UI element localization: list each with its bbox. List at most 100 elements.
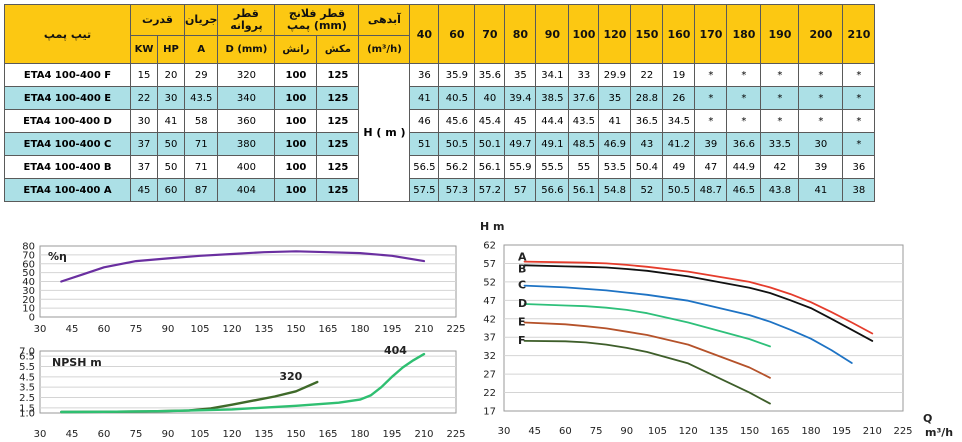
y-tick-label: 70 [22,250,35,261]
x-tick-label: 105 [190,429,209,440]
x-tick-label: 225 [446,324,465,335]
impeller-cell: 404 [217,178,276,202]
y-tick-label: 27 [483,370,496,381]
curve-label-A: A [518,251,527,264]
head-value-cell: 44.9 [726,155,762,179]
head-value-cell: 51 [409,132,440,156]
head-value-cell: 36 [842,155,876,179]
y-tick-label: 42 [483,314,496,325]
head-value-cell: 36.6 [726,132,762,156]
npsh-label: NPSH m [52,356,102,369]
hp-cell: 50 [157,132,185,156]
y-tick-label: 37 [483,333,496,344]
head-line-F [523,339,771,405]
x-tick-label: 225 [446,429,465,440]
flow-180: 180 [726,4,762,64]
flow-100: 100 [568,4,600,64]
x-tick-label: 210 [863,426,882,437]
head-value-cell: 28.8 [630,86,664,110]
x-tick-label: 75 [590,426,603,437]
y-tick-label: 6.5 [19,352,35,363]
x-tick-label: 45 [528,426,541,437]
head-label-cell: H ( m ) [358,63,411,202]
curve-label-F: F [518,334,526,347]
flow-axis-label: Q [923,412,932,425]
efficiency-label: %η [48,250,67,263]
head-value-cell: 30 [798,132,844,156]
head-value-cell: * [726,109,762,133]
head-value-cell: * [726,63,762,87]
y-tick-label: 1.5 [19,403,35,414]
y-tick-label: 17 [483,407,496,418]
model-cell: ETA4 100-400 C [4,132,131,156]
hp-cell: 60 [157,178,185,202]
curve-label-E: E [518,315,526,328]
head-value-cell: 50.1 [474,132,506,156]
x-tick-label: 165 [318,429,337,440]
kw-cell: 45 [130,178,158,202]
x-tick-label: 105 [190,324,209,335]
y-tick-label: 3.5 [19,383,35,394]
table-row: ETA4 100-400 D 30 41 58 360 100 125 46 45.6 45.4 4… [4,109,899,133]
head-line-D [523,303,771,348]
head-value-cell: 49.7 [504,132,537,156]
head-line-B [523,264,874,342]
model-cell: ETA4 100-400 B [4,155,131,179]
head-value-cell: 39 [798,155,844,179]
y-tick-label: 7.0 [19,347,35,358]
head-value-cell: 48.5 [568,132,600,156]
kw-cell: 22 [130,86,158,110]
outlet-cell: 100 [274,132,318,156]
x-tick-label: 60 [559,426,572,437]
x-tick-label: 45 [66,429,79,440]
head-value-cell: 54.8 [598,178,632,202]
flow-190: 190 [760,4,800,64]
y-tick-label: 40 [22,277,35,288]
y-tick-label: 22 [483,388,496,399]
curve-label-D: D [518,297,527,310]
npsh-series-label: 404 [384,344,407,357]
x-tick-label: 45 [66,324,79,335]
x-tick-label: 210 [414,429,433,440]
head-value-cell: 35 [504,63,537,87]
head-value-cell: 22 [630,63,664,87]
inlet-cell: 125 [316,109,360,133]
y-tick-label: 20 [22,295,35,306]
x-tick-label: 120 [222,429,241,440]
header-pump-type: تیپ پمپ [4,4,131,64]
head-value-cell: 41 [409,86,440,110]
head-value-cell: 35.9 [438,63,476,87]
x-tick-label: 30 [498,426,511,437]
header-outlet: رانش [274,34,318,65]
model-cell: ETA4 100-400 D [4,109,131,133]
efficiency-line [60,250,426,283]
y-tick-label: 47 [483,296,496,307]
head-value-cell: 57 [504,178,537,202]
flow-200: 200 [798,4,844,64]
hp-cell: 30 [157,86,185,110]
flow-170: 170 [694,4,728,64]
x-tick-label: 135 [709,426,728,437]
x-tick-label: 105 [648,426,667,437]
x-tick-label: 90 [162,324,175,335]
head-value-cell: 57.2 [474,178,506,202]
header-a: A [183,34,219,65]
head-value-cell: 41.2 [662,132,696,156]
head-value-cell: 39 [694,132,728,156]
x-tick-label: 150 [740,426,759,437]
current-cell: 43.5 [183,86,219,110]
table-row: ETA4 100-400 B 37 50 71 400 100 125 56.5 56.2 56.… [4,155,899,179]
head-value-cell: 45.6 [438,109,476,133]
inlet-cell: 125 [316,132,360,156]
x-tick-label: 210 [414,324,433,335]
head-value-cell: 55.5 [535,155,570,179]
table-row: ETA4 100-400 A 45 60 87 404 100 125 57.5 57.3 57.… [4,178,899,202]
head-line-E [523,321,771,379]
current-cell: 71 [183,132,219,156]
head-value-cell: 56.6 [535,178,570,202]
head-value-cell: 41 [798,178,844,202]
table-row: ETA4 100-400 F 15 20 29 320 100 125 H ( m ) 36 35… [4,63,899,202]
head-value-cell: 43 [630,132,664,156]
y-tick-label: 30 [22,286,35,297]
